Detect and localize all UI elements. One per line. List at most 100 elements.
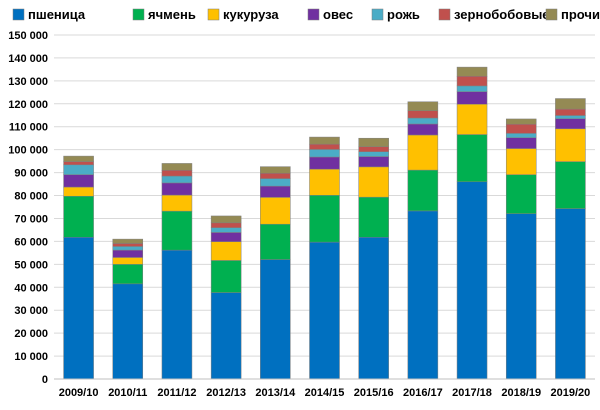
bar-segment — [210, 292, 242, 380]
bar-segment — [260, 178, 291, 187]
bar-segment — [358, 146, 389, 152]
bar-segment — [309, 156, 340, 170]
bar-segment — [505, 118, 537, 125]
bar-segment — [309, 149, 340, 158]
bar-segment — [210, 232, 242, 242]
x-tick-label: 2018/19 — [501, 387, 541, 399]
bar-segment — [555, 118, 586, 130]
bar-segment — [505, 174, 537, 214]
x-tick-label: 2012/13 — [206, 387, 246, 399]
x-tick-label: 2009/10 — [59, 387, 99, 399]
y-tick-label: 70 000 — [14, 213, 48, 225]
bar-segment — [407, 101, 439, 111]
legend-swatch — [307, 8, 320, 21]
bar-segment — [63, 186, 94, 197]
bar-segment — [112, 249, 144, 258]
legend-swatch — [545, 8, 558, 21]
bar-segment — [63, 237, 94, 380]
legend-label: кукуруза — [223, 7, 279, 22]
bar-segment — [555, 128, 586, 162]
y-tick-label: 10 000 — [14, 351, 48, 363]
bar-segment — [112, 243, 144, 247]
bar-segment — [407, 169, 439, 212]
bar-segment — [63, 195, 94, 238]
y-tick-label: 140 000 — [8, 53, 48, 65]
bars — [63, 66, 586, 380]
bar-segment — [555, 98, 586, 110]
bar-segment — [260, 223, 291, 260]
bar-segment — [456, 181, 488, 380]
bar-segment — [555, 115, 586, 119]
bar-segment — [112, 246, 144, 251]
y-tick-label: 50 000 — [14, 259, 48, 271]
bar-segment — [309, 195, 340, 243]
y-tick-label: 130 000 — [8, 76, 48, 88]
bar-segment — [161, 170, 193, 177]
x-tick-label: 2019/20 — [551, 387, 591, 399]
bar-segment — [456, 91, 488, 105]
legend-label: ячмень — [148, 7, 196, 22]
bar-segment — [63, 155, 94, 162]
y-tick-label: 20 000 — [14, 328, 48, 340]
bar-segment — [505, 133, 537, 138]
legend-swatch — [371, 8, 384, 21]
bar-segment — [358, 137, 389, 147]
bar-segment — [407, 110, 439, 119]
bar-segment — [456, 85, 488, 92]
legend: пшеница ячмень кукуруза овес рожь зернобобовы… — [12, 7, 600, 22]
bar-segment — [112, 283, 144, 380]
bar-segment — [260, 173, 291, 179]
bar-segment — [555, 108, 586, 116]
bar-segment — [161, 194, 193, 212]
bar-segment — [309, 136, 340, 145]
legend-swatch — [12, 8, 25, 21]
bar-segment — [309, 168, 340, 196]
x-tick-label: 2016/17 — [403, 387, 443, 399]
y-tick-label: 120 000 — [8, 99, 48, 111]
bar-segment — [407, 134, 439, 171]
y-tick-label: 110 000 — [9, 122, 48, 134]
bar-segment — [456, 66, 488, 77]
x-axis-tick-labels: 2009/10 2010/11 2011/12 2012/13 2013/14 2014/… — [59, 387, 591, 399]
bar-segment — [112, 238, 144, 244]
bar-segment — [161, 175, 193, 184]
bar-segment — [210, 215, 242, 224]
bar-segment — [161, 163, 193, 171]
bar-segment — [505, 148, 537, 175]
bar-segment — [456, 104, 488, 135]
bar-segment — [358, 196, 389, 238]
legend-swatch — [438, 8, 451, 21]
legend-label: прочие — [561, 7, 600, 22]
bar-segment — [210, 241, 242, 261]
bar-segment — [555, 208, 586, 380]
legend-label: пшеница — [28, 7, 86, 22]
legend-label: овес — [323, 7, 353, 22]
bar-segment — [260, 197, 291, 225]
bar-segment — [161, 249, 193, 380]
y-tick-label: 0 — [42, 374, 48, 386]
bar-segment — [161, 182, 193, 196]
y-tick-label: 150 000 — [8, 30, 48, 42]
x-tick-label: 2013/14 — [255, 387, 296, 399]
bar-segment — [161, 210, 193, 251]
legend-swatch — [132, 8, 145, 21]
bar-segment — [63, 161, 94, 166]
bar-segment — [407, 210, 439, 380]
bar-segment — [63, 164, 94, 175]
x-tick-label: 2015/16 — [354, 387, 394, 399]
bar-segment — [260, 185, 291, 198]
bar-segment — [63, 174, 94, 188]
bar-segment — [309, 143, 340, 150]
bar-segment — [210, 227, 242, 233]
x-tick-label: 2017/18 — [452, 387, 492, 399]
bar-segment — [358, 237, 389, 380]
bar-segment — [358, 156, 389, 168]
bar-segment — [358, 166, 389, 198]
bar-segment — [505, 123, 537, 134]
y-tick-label: 40 000 — [14, 282, 48, 294]
bar-segment — [358, 151, 389, 157]
y-tick-label: 90 000 — [14, 168, 48, 180]
bar-segment — [210, 260, 242, 293]
